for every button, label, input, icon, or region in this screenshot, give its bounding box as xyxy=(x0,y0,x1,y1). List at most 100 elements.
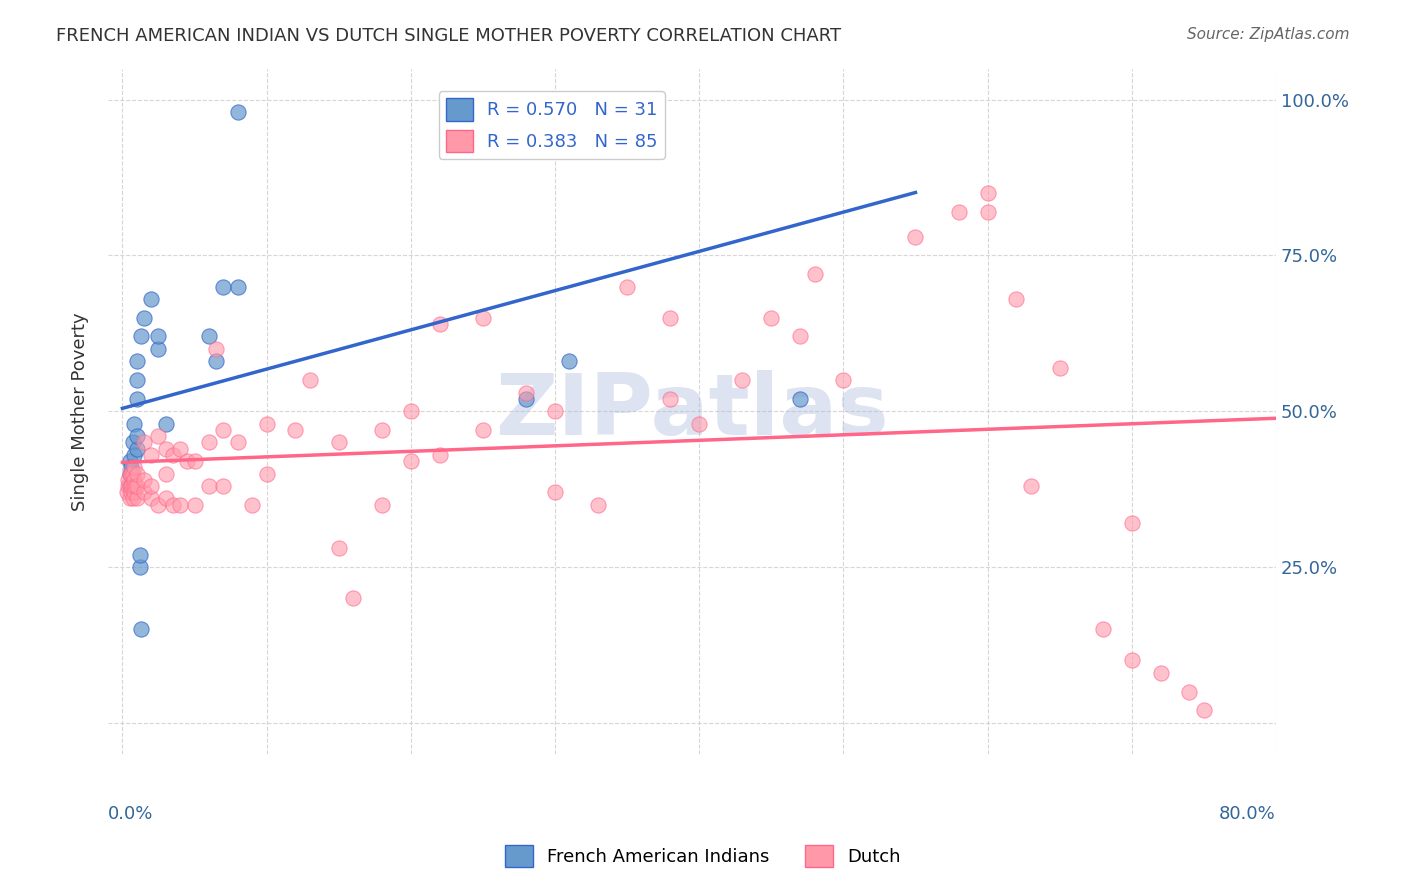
Point xyxy=(118,479,141,493)
Point xyxy=(371,423,394,437)
Text: Source: ZipAtlas.com: Source: ZipAtlas.com xyxy=(1187,27,1350,42)
Point xyxy=(558,354,581,368)
Point xyxy=(688,417,710,431)
Point xyxy=(120,479,142,493)
Point xyxy=(141,479,163,493)
Legend: R = 0.570   N = 31, R = 0.383   N = 85: R = 0.570 N = 31, R = 0.383 N = 85 xyxy=(439,91,665,159)
Point xyxy=(120,467,142,481)
Point xyxy=(118,454,141,468)
Point xyxy=(169,498,191,512)
Point xyxy=(212,479,235,493)
Point xyxy=(205,342,228,356)
Point xyxy=(1149,665,1171,680)
Point xyxy=(761,310,783,325)
Point xyxy=(125,429,148,443)
Point xyxy=(141,292,163,306)
Point xyxy=(122,417,145,431)
Point xyxy=(948,204,970,219)
Point xyxy=(132,485,155,500)
Point xyxy=(399,454,422,468)
Point xyxy=(122,473,145,487)
Point xyxy=(616,279,638,293)
Point xyxy=(256,417,278,431)
Point xyxy=(328,541,350,556)
Point xyxy=(129,623,152,637)
Point xyxy=(125,354,148,368)
Point xyxy=(148,329,170,343)
Point xyxy=(226,279,249,293)
Point xyxy=(544,404,567,418)
Point xyxy=(118,479,141,493)
Point xyxy=(240,498,263,512)
Point xyxy=(155,467,177,481)
Point xyxy=(1019,479,1042,493)
Point xyxy=(125,442,148,456)
Point xyxy=(124,479,146,493)
Point xyxy=(1192,703,1215,717)
Point xyxy=(125,373,148,387)
Point xyxy=(125,467,148,481)
Point xyxy=(976,186,998,201)
Point xyxy=(226,435,249,450)
Point xyxy=(659,310,682,325)
Point xyxy=(342,591,364,606)
Y-axis label: Single Mother Poverty: Single Mother Poverty xyxy=(72,312,89,510)
Point xyxy=(132,310,155,325)
Point xyxy=(122,460,145,475)
Point xyxy=(198,329,221,343)
Point xyxy=(1178,684,1201,698)
Point xyxy=(205,354,228,368)
Point xyxy=(544,485,567,500)
Point xyxy=(155,442,177,456)
Point xyxy=(132,435,155,450)
Point xyxy=(284,423,307,437)
Point xyxy=(155,491,177,506)
Point xyxy=(122,485,145,500)
Point xyxy=(1091,623,1114,637)
Point xyxy=(429,448,451,462)
Point xyxy=(198,479,221,493)
Point xyxy=(226,105,249,120)
Point xyxy=(212,279,235,293)
Point xyxy=(125,491,148,506)
Point xyxy=(115,485,138,500)
Legend: French American Indians, Dutch: French American Indians, Dutch xyxy=(498,838,908,874)
Point xyxy=(118,467,141,481)
Point xyxy=(586,498,609,512)
Point xyxy=(515,385,537,400)
Text: 0.0%: 0.0% xyxy=(108,805,153,823)
Point xyxy=(1049,360,1071,375)
Point xyxy=(183,498,205,512)
Point xyxy=(121,435,143,450)
Point xyxy=(122,448,145,462)
Point xyxy=(176,454,198,468)
Point xyxy=(120,485,142,500)
Text: FRENCH AMERICAN INDIAN VS DUTCH SINGLE MOTHER POVERTY CORRELATION CHART: FRENCH AMERICAN INDIAN VS DUTCH SINGLE M… xyxy=(56,27,841,45)
Point xyxy=(429,317,451,331)
Point xyxy=(1121,653,1143,667)
Point xyxy=(121,467,143,481)
Point xyxy=(471,310,494,325)
Point xyxy=(125,479,148,493)
Point xyxy=(169,442,191,456)
Point xyxy=(117,473,139,487)
Point xyxy=(128,548,150,562)
Point xyxy=(832,373,855,387)
Point xyxy=(371,498,394,512)
Point xyxy=(148,498,170,512)
Point xyxy=(904,229,927,244)
Point xyxy=(789,329,811,343)
Point xyxy=(155,417,177,431)
Point xyxy=(298,373,321,387)
Point xyxy=(256,467,278,481)
Text: ZIPatlas: ZIPatlas xyxy=(495,370,889,453)
Point xyxy=(162,498,184,512)
Point xyxy=(162,448,184,462)
Point xyxy=(976,204,998,219)
Point xyxy=(1005,292,1028,306)
Point xyxy=(120,460,142,475)
Point xyxy=(731,373,754,387)
Point xyxy=(471,105,494,120)
Point xyxy=(399,404,422,418)
Point xyxy=(141,491,163,506)
